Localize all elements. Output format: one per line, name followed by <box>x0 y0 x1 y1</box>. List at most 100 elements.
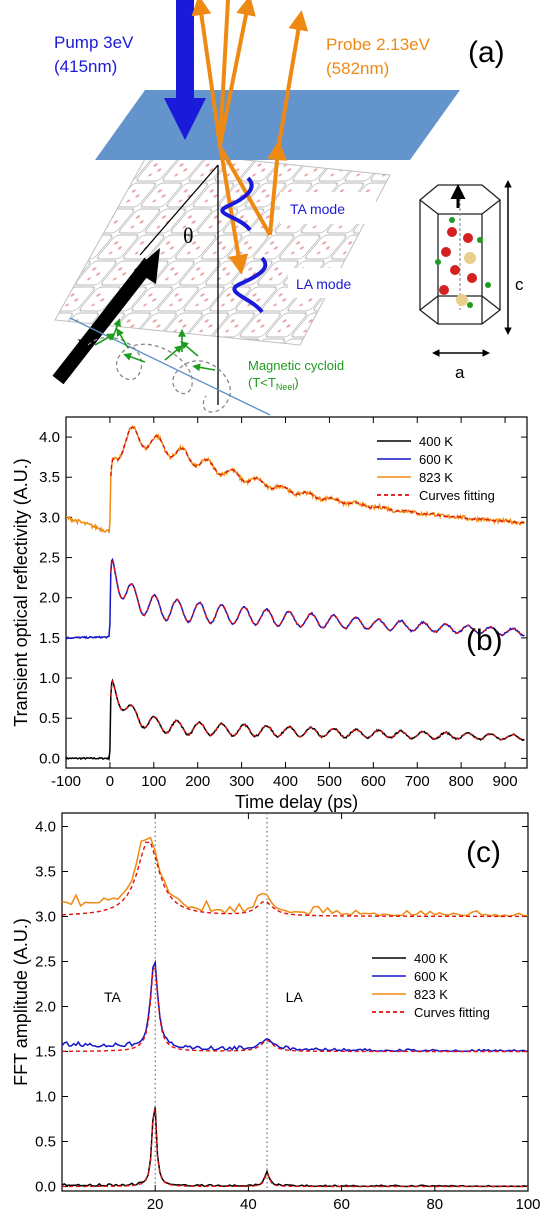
la-mode-label: LA mode <box>296 276 351 292</box>
atom <box>463 233 473 243</box>
pump-arrow <box>164 0 206 140</box>
mode-annotation: LA <box>286 989 304 1005</box>
polarization-arrow <box>52 248 160 385</box>
x-tick-label: 100 <box>141 773 166 790</box>
cycloid-axis <box>69 317 271 416</box>
legend-label: 400 K <box>414 951 448 966</box>
mode-annotation: TA <box>104 989 122 1005</box>
series-line-400K <box>65 678 525 762</box>
polarization-line <box>139 164 219 256</box>
cycloid-label-1: Magnetic cycloid <box>248 358 344 373</box>
y-tick-label: 3.0 <box>39 509 60 526</box>
unit-cell-atoms <box>435 217 491 308</box>
chart-panel-b: -100 0 100 200 300 400 500 600 700 800 900 0.0 0.5 1.… <box>11 416 528 812</box>
legend-label: 823 K <box>414 987 448 1002</box>
atom <box>464 252 476 264</box>
y-tick-label: 0.0 <box>35 1179 56 1196</box>
spin-arrow <box>192 363 216 372</box>
y-axis-label: FFT amplitude (A.U.) <box>11 918 31 1086</box>
atom <box>485 282 491 288</box>
plot-frame <box>61 812 529 1192</box>
x-tick-label: 900 <box>493 773 518 790</box>
cycloid-spin-arrows <box>94 318 216 372</box>
y-tick-label: 3.5 <box>39 469 60 486</box>
y-tick-label: 3.5 <box>35 864 56 881</box>
theta-label: θ <box>183 223 194 248</box>
x-tick-label: 200 <box>185 773 210 790</box>
x-axis-label: Time delay (ps) <box>235 792 358 812</box>
series-line-600K <box>65 557 525 640</box>
probe-label-1: Probe 2.13eV <box>326 35 431 54</box>
cycloid-label-2: (T<TNeel) <box>248 375 299 392</box>
atom <box>447 227 457 237</box>
panel-c-label: (c) <box>466 836 501 869</box>
y-tick-label: 1.5 <box>39 630 60 647</box>
atom <box>467 302 473 308</box>
spin-arrow <box>116 327 129 349</box>
fft-line-400K <box>61 1107 529 1188</box>
chart-panel-c: 204060801000.00.51.01.52.02.53.03.54.0Fr… <box>11 812 541 1213</box>
cell-c-label: c <box>515 275 524 294</box>
x-tick-label: 700 <box>405 773 430 790</box>
y-tick-label: 1.0 <box>39 670 60 687</box>
fit-line <box>62 1108 528 1188</box>
y-tick-label: 3.0 <box>35 909 56 926</box>
spin-arrow <box>111 318 121 341</box>
fit-line <box>61 841 528 918</box>
legend-label: Curves fitting <box>419 488 495 503</box>
pump-label-1: Pump 3eV <box>54 33 134 52</box>
ta-mode-box <box>280 192 376 224</box>
legend-label: Curves fitting <box>414 1005 490 1020</box>
spin-arrow <box>123 353 146 363</box>
x-tick-label: 60 <box>333 1196 350 1213</box>
y-tick-label: 0.0 <box>39 750 60 767</box>
legend-label: 823 K <box>419 470 453 485</box>
legend-label: 600 K <box>419 452 453 467</box>
spin-arrow <box>94 333 116 346</box>
x-tick-label: 300 <box>229 773 254 790</box>
x-tick-label: 400 <box>273 773 298 790</box>
y-tick-label: 1.0 <box>35 1089 56 1106</box>
atom <box>450 265 460 275</box>
atom <box>477 237 483 243</box>
legend-label: 400 K <box>419 434 453 449</box>
p-label: P <box>77 336 88 357</box>
x-tick-label: 100 <box>515 1196 540 1213</box>
x-tick-label: 800 <box>449 773 474 790</box>
y-tick-label: 2.5 <box>35 954 56 971</box>
ta-mode-label: TA mode <box>290 201 345 217</box>
pump-label-2: (415nm) <box>54 57 117 76</box>
fit-line <box>110 426 525 524</box>
x-tick-label: 40 <box>240 1196 257 1213</box>
spin-arrow <box>164 345 183 361</box>
probe-label-2: (582nm) <box>326 59 389 78</box>
x-tick-label: 0 <box>106 773 114 790</box>
atom <box>456 294 468 306</box>
x-tick-label: 600 <box>361 773 386 790</box>
x-tick-label: 80 <box>426 1196 443 1213</box>
cell-a-label: a <box>455 363 465 382</box>
atom <box>441 247 451 257</box>
y-tick-label: 2.0 <box>35 999 56 1016</box>
atom <box>449 217 455 223</box>
fit-line <box>110 558 525 637</box>
diagram-panel-a: P θ TA mode LA mode Magnetic cycloid (T<… <box>52 0 524 416</box>
cycloid-curve <box>87 336 231 413</box>
y-tick-label: 1.5 <box>35 1044 56 1061</box>
y-tick-label: 4.0 <box>39 429 60 446</box>
atom <box>467 273 477 283</box>
panel-a-label: (a) <box>468 36 505 69</box>
fft-line-600K <box>61 959 529 1053</box>
fit-line <box>62 963 528 1053</box>
la-wave-icon <box>232 256 268 314</box>
y-tick-label: 4.0 <box>35 819 56 836</box>
unit-cell-icon <box>418 184 502 325</box>
spin-arrow <box>180 341 199 357</box>
probe-beams <box>191 0 309 275</box>
atom <box>439 285 449 295</box>
legend-label: 600 K <box>414 969 448 984</box>
ta-wave-icon <box>220 176 254 232</box>
y-tick-label: 0.5 <box>39 710 60 727</box>
atom <box>435 259 441 265</box>
